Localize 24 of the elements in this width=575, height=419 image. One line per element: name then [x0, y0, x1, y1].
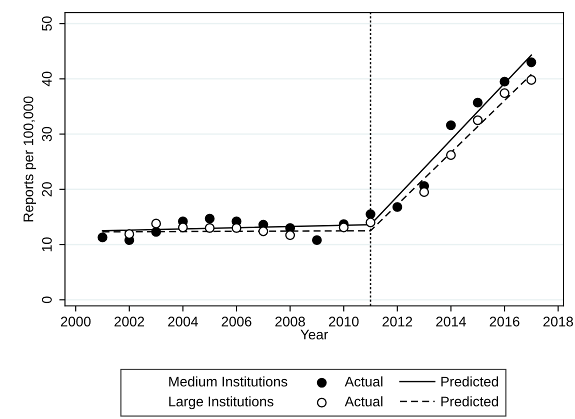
legend-label: Predicted [441, 376, 498, 387]
y-axis-title: Reports per 100,000 [23, 96, 36, 222]
text: Large Institutions [169, 396, 274, 410]
legend-label: Actual [344, 376, 382, 387]
x-tick-label: 2000 [60, 316, 91, 326]
x-axis-title: Year [300, 330, 328, 340]
y-tick-label: 30 [42, 126, 52, 142]
x-tick-label: 2012 [382, 316, 412, 326]
x-tick-label: 2004 [168, 316, 198, 326]
x-tick-label: 2018 [543, 316, 573, 326]
y-tick-label: 10 [42, 237, 52, 252]
x-tick-label: 2010 [328, 316, 359, 326]
y-tick-label: 50 [42, 16, 52, 31]
y-tick-label: 20 [42, 182, 52, 196]
legend-label: Actual [344, 396, 382, 406]
x-tick-label: 2016 [490, 316, 520, 326]
x-tick-label: 2006 [222, 316, 252, 326]
text: Medium Institutions [169, 376, 288, 387]
x-tick-label: 2014 [436, 316, 466, 326]
legend-label: Predicted [441, 396, 498, 406]
y-tick-label: 0 [42, 296, 52, 304]
x-tick-label: 2002 [114, 316, 144, 326]
x-tick-label: 2008 [275, 316, 305, 326]
y-tick-label: 40 [42, 72, 52, 86]
